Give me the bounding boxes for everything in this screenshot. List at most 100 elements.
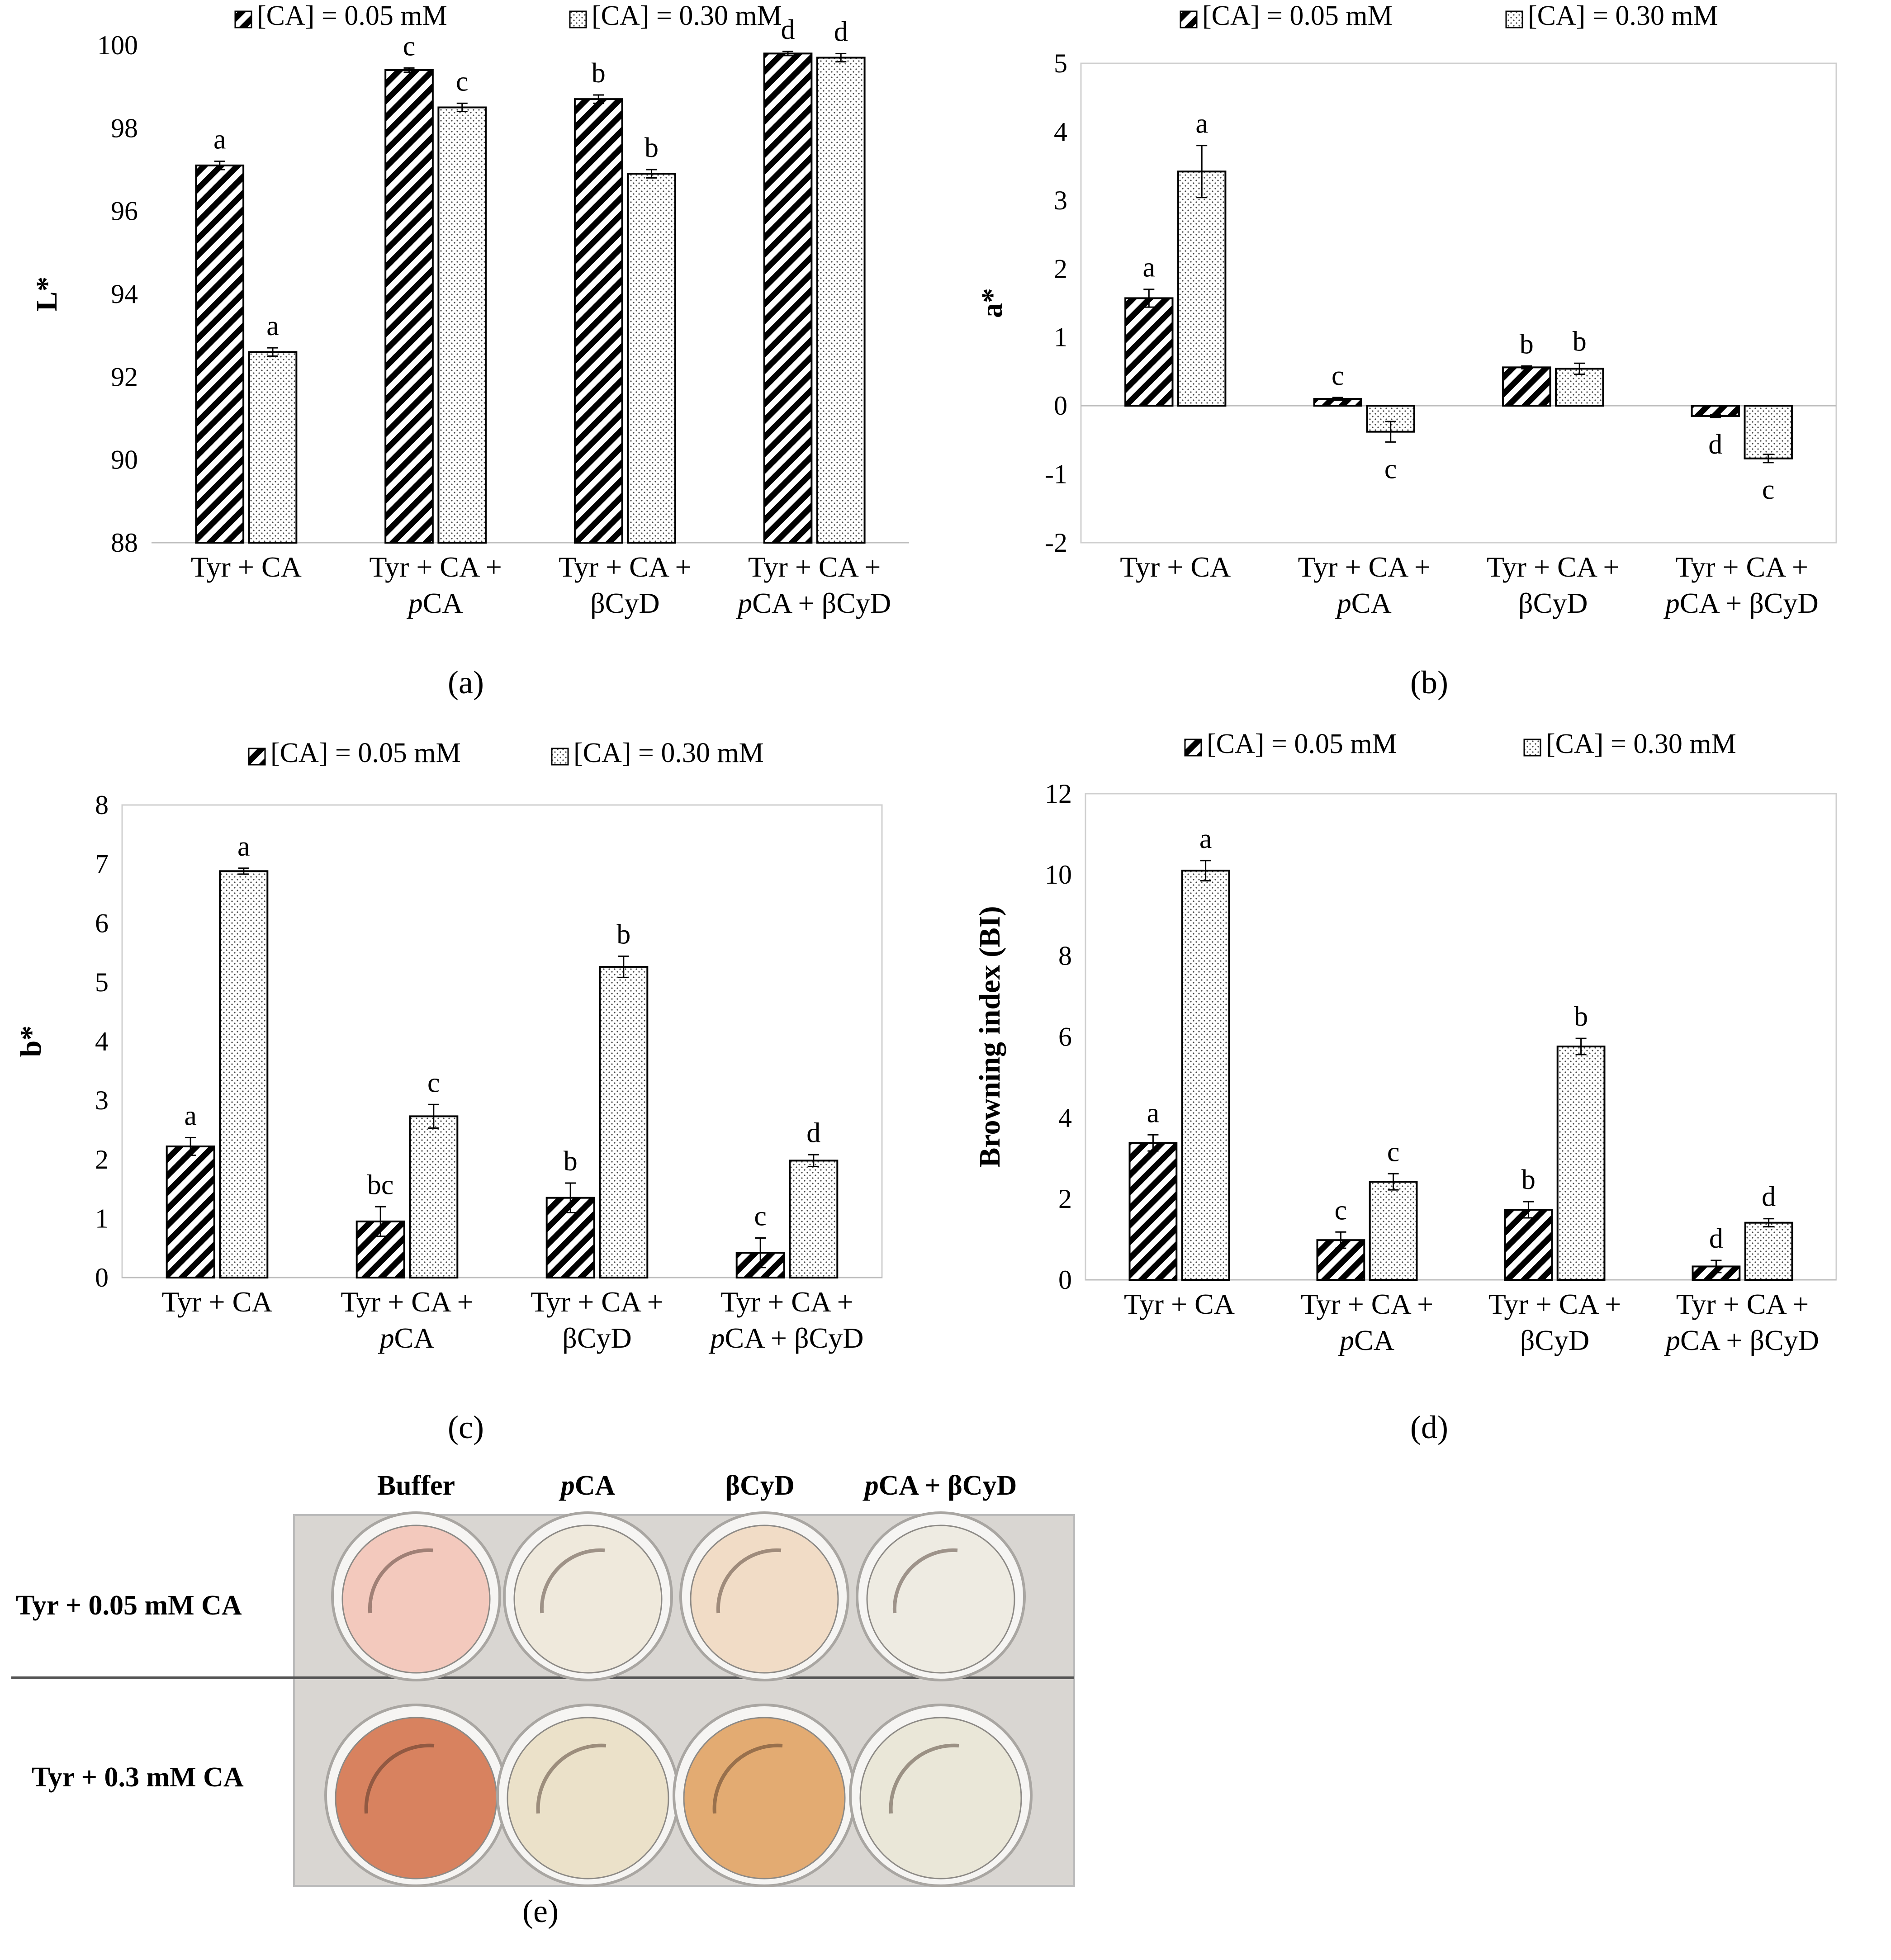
x-category-label: pCA [378,1322,435,1354]
significance-letter: d [1709,1223,1723,1254]
chart-panel-b: -2 -1 0 1 2 3 4 5 a* [CA] = 0.05 mM [CA] = 0.30 mM… [945,0,1891,724]
y-axis-label: a* [976,288,1009,318]
legend-swatch [1523,739,1541,757]
x-category-label: pCA [1338,1324,1394,1356]
error-bar [1763,454,1774,464]
y-tick-label: 88 [111,528,138,558]
significance-letter: b [592,58,606,89]
well-liquid [859,1717,1022,1880]
well-reflection [716,1548,782,1614]
error-bar [618,955,629,978]
x-category-label: pCA + βCyD [736,587,891,619]
x-category-label: βCyD [1520,1324,1589,1356]
error-bar [782,51,793,57]
y-tick-label: -1 [1045,459,1067,489]
y-tick-label: 90 [111,445,138,475]
well-plate-photo: Buffer pCA βCyD pCA + βCyD Tyr + 0.05 mM… [0,1447,1085,1960]
error-bar [1523,1201,1534,1219]
significance-letter: a [1143,252,1156,283]
well-liquid [513,1524,663,1674]
x-category-label: Tyr + CA + [748,551,881,583]
significance-letter: b [616,919,630,950]
x-category-label: Tyr + CA + [1676,551,1809,583]
bar-a-high-2 [627,173,676,544]
x-category-label: Tyr + CA + [1488,1288,1621,1320]
well-liquid [335,1717,498,1880]
y-tick-label: 100 [97,30,138,60]
significance-letter: a [1147,1098,1160,1128]
significance-letter: b [1573,326,1587,357]
error-bar [835,52,847,63]
bar-d-high-2 [1556,1046,1606,1281]
significance-letter: a [1199,824,1212,854]
bar-c-high-3 [789,1160,839,1278]
x-category-label: Tyr + CA [162,1286,273,1318]
error-bar [1385,421,1396,443]
error-bar [593,94,604,104]
y-tick-label: -2 [1045,528,1067,558]
significance-letter: c [754,1201,767,1231]
y-tick-label: 6 [95,908,109,938]
error-bar [646,169,657,179]
bar-d-low-0 [1128,1142,1178,1281]
bar-a-low-3 [763,52,813,544]
bar-d-high-0 [1181,870,1230,1281]
bar-d-high-3 [1744,1221,1793,1281]
legend-label: [CA] = 0.05 mM [1207,729,1397,759]
legend-label: [CA] = 0.05 mM [257,0,447,31]
significance-letter: a [266,311,279,341]
significance-letter: d [1708,429,1722,460]
bar-c-high-1 [409,1115,459,1278]
legend-swatch [1505,10,1523,28]
x-category-label: Tyr + CA + [369,551,502,583]
significance-letter: b [1520,329,1534,360]
legend-swatch [569,10,587,28]
bar-c-low-0 [166,1146,215,1278]
x-category-label: Tyr + CA + [341,1286,474,1318]
caption-b: (b) [1410,664,1448,701]
error-bar [1574,362,1585,375]
error-bar [403,67,415,73]
error-bar [1388,1173,1399,1191]
error-bar [1335,1231,1346,1249]
x-category-label: Tyr + CA + [1298,551,1431,583]
legend-label: [CA] = 0.30 mM [573,738,764,768]
significance-letter: c [1387,1136,1400,1167]
chart-svg-a: 88 90 92 94 96 98 100 L* [CA] = 0.05 mM [CA] = 0.… [30,0,909,619]
significance-letter: c [403,31,416,62]
bar-a-high-3 [816,57,866,544]
well-liquid [690,1524,839,1674]
well-liquid [341,1524,491,1674]
bar-a-high-1 [437,106,487,544]
error-bar [1147,1134,1159,1152]
significance-letter: b [1574,1001,1588,1032]
y-axis-label: b* [14,1026,47,1057]
y-tick-label: 1 [95,1203,109,1233]
y-tick-label: 4 [1054,117,1067,147]
caption-a: (a) [448,664,484,701]
bar-b-low-2 [1502,366,1551,407]
error-bar [185,1136,196,1156]
chart-panel-a: 88 90 92 94 96 98 100 L* [CA] = 0.05 mM [CA] = 0.… [0,0,945,724]
significance-letter: d [834,16,848,47]
error-bar [1711,1259,1722,1274]
well-liquid [507,1717,669,1880]
bar-d-low-2 [1504,1209,1553,1281]
significance-letter: a [237,831,250,862]
y-tick-label: 2 [1058,1184,1072,1214]
significance-letter: a [1195,109,1208,139]
significance-letter: bc [367,1169,394,1200]
y-tick-label: 2 [95,1145,109,1174]
significance-letter: c [1384,454,1397,484]
legend-swatch [1180,10,1198,28]
x-category-label: pCA [1335,587,1392,619]
error-bar [1763,1218,1774,1228]
x-category-label: Tyr + CA + [559,551,692,583]
x-category-label: Tyr + CA [1120,551,1231,583]
legend-label: [CA] = 0.05 mM [270,738,461,768]
bar-a-low-2 [573,98,623,544]
significance-letter: a [184,1100,197,1131]
y-tick-label: 98 [111,113,138,143]
bar-a-high-0 [248,351,298,544]
x-category-label: Tyr + CA + [720,1286,853,1318]
